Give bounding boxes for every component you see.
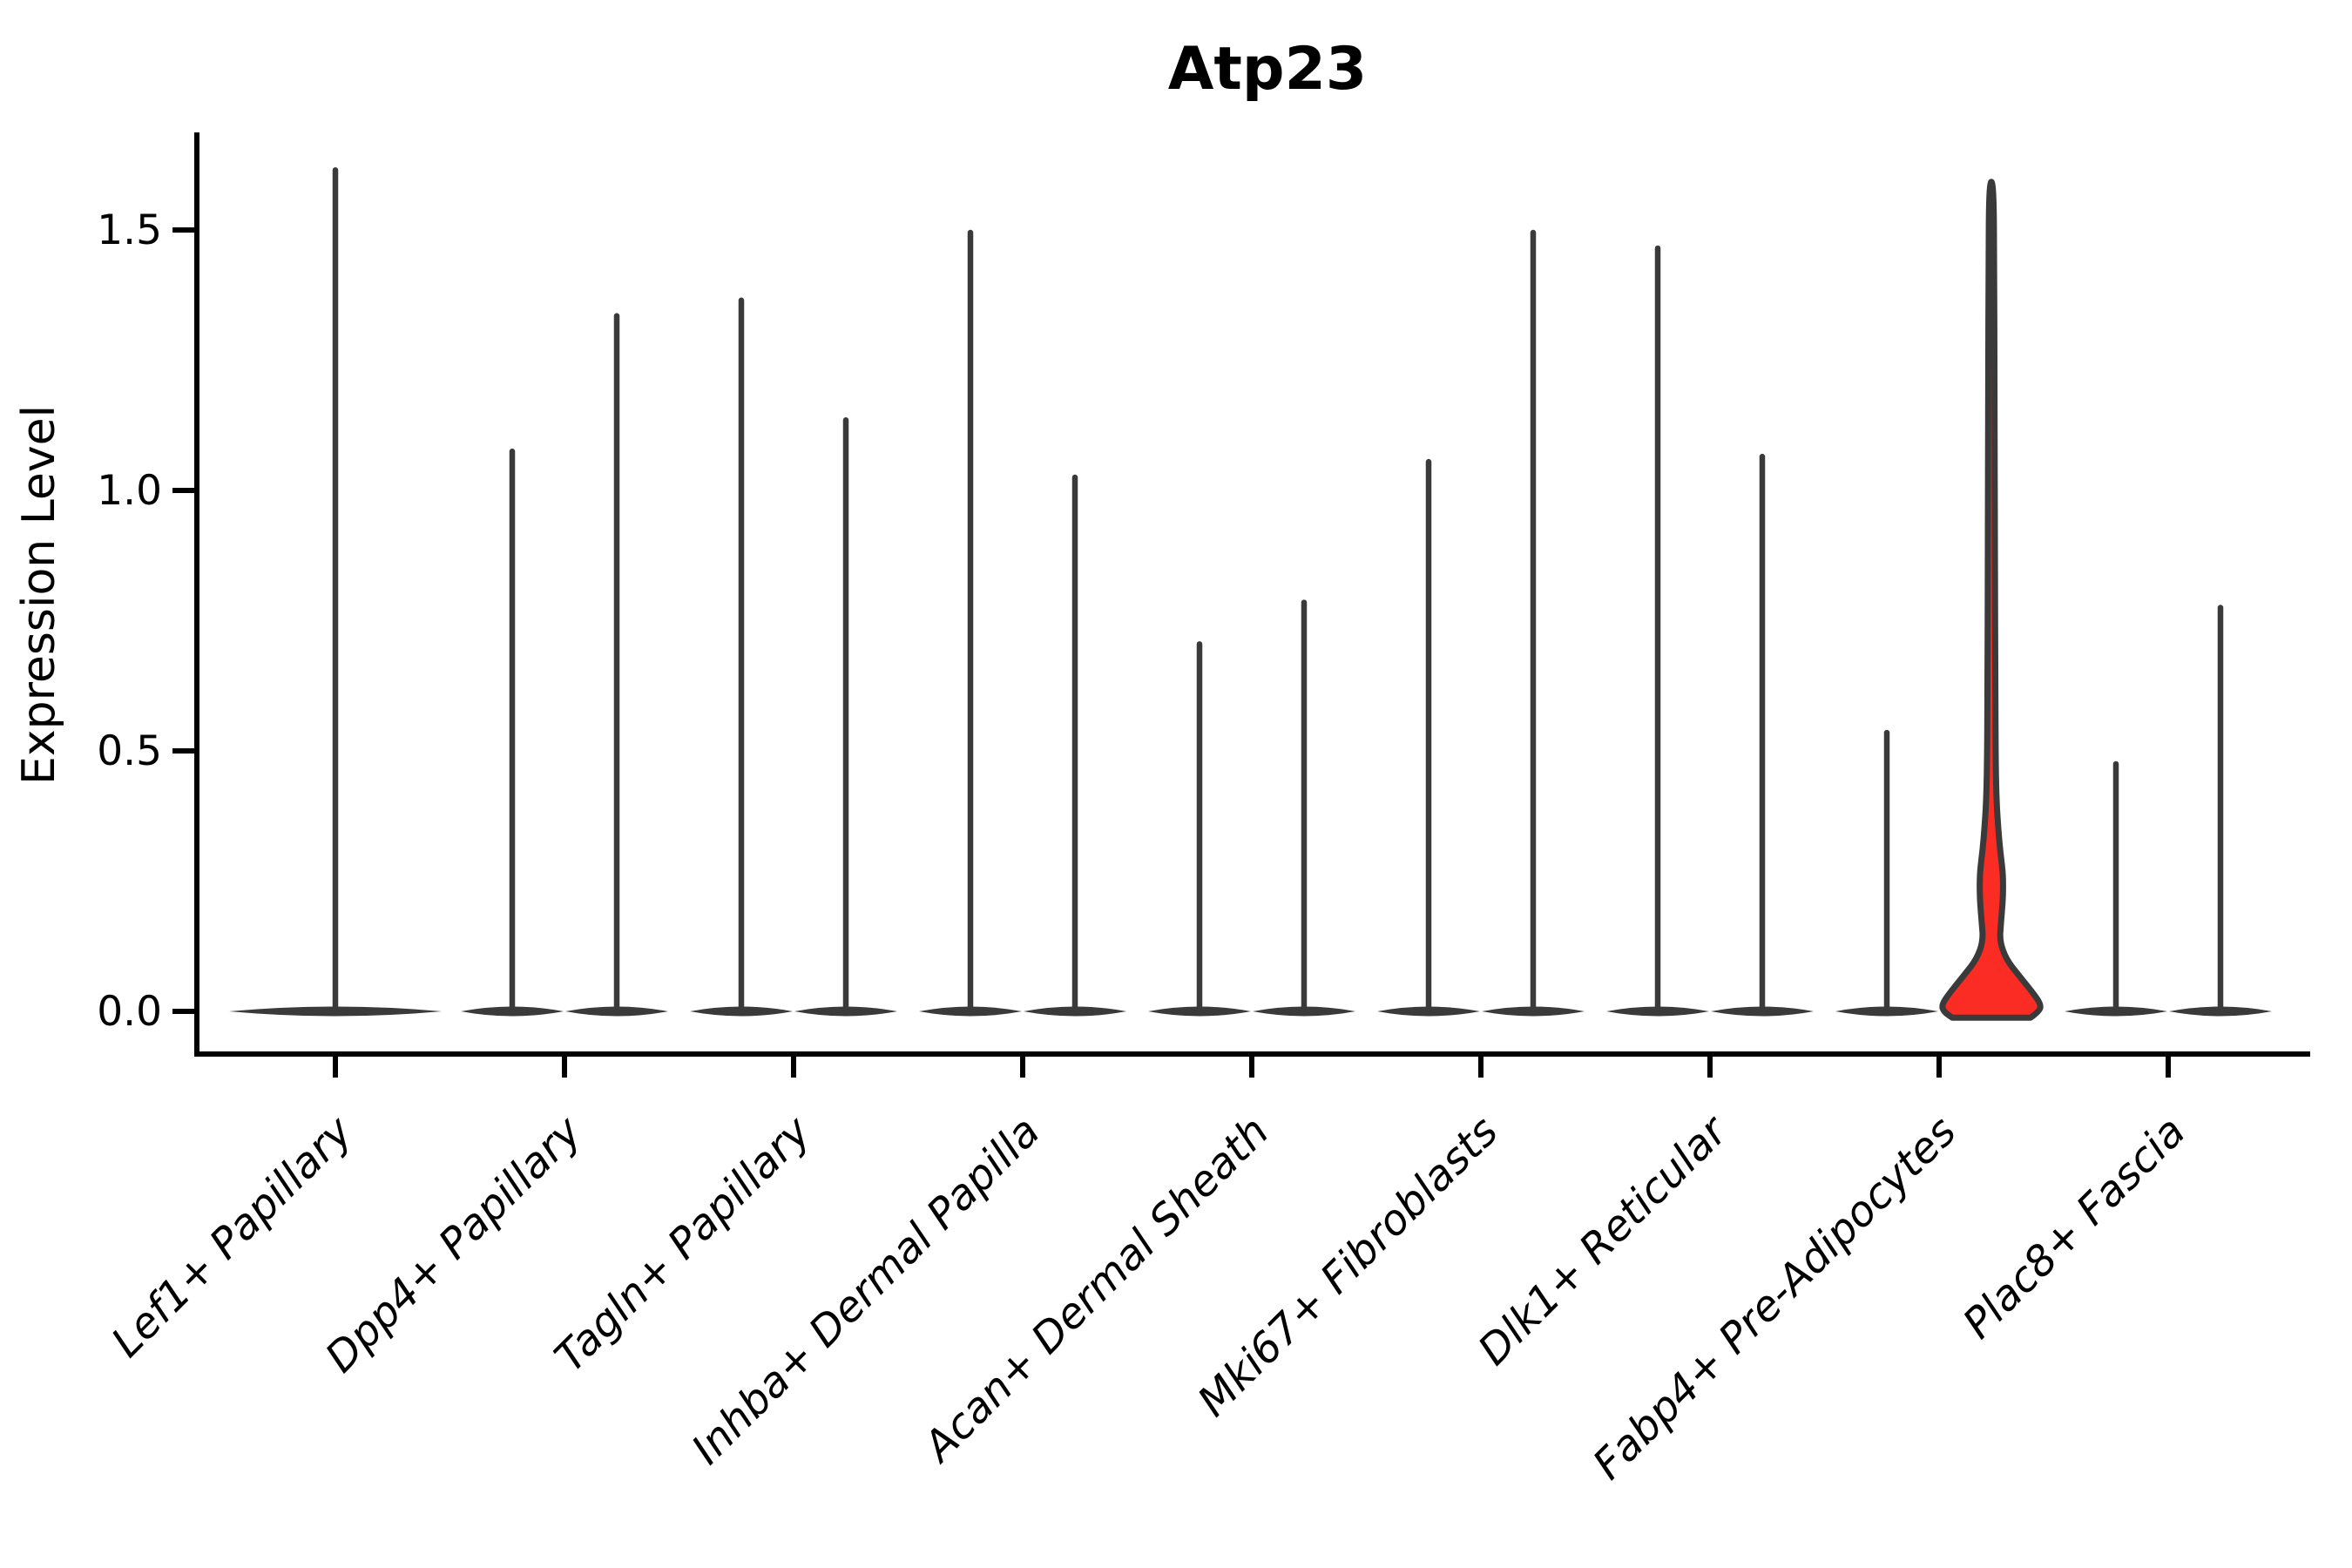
violin-fabp4-pre-adipocytes-left [1835,729,1938,1017]
y-tick-label-0.0: 0.0 [97,988,162,1036]
y-tick-label-0.5: 0.5 [97,727,162,775]
y-tick-label-1.0: 1.0 [97,467,162,515]
y-axis-label: Expression Level [13,405,65,785]
violin-dpp4-papillary-right [565,313,668,1017]
x-tick-label-tagln-papillary: Tagln+ Papillary [545,1106,821,1382]
x-tick-label-fabp4-pre-adipocytes: Fabp4+ Pre-Adipocytes [1584,1107,1966,1490]
violin-acan-dermal-sheath-right [1253,599,1355,1017]
violin-acan-dermal-sheath-left [1148,641,1251,1017]
violin-tagln-papillary-left [690,297,793,1017]
violin-inhba-dermal-papilla-right [1024,474,1126,1017]
violin-plac8-fascia-right [2169,605,2272,1017]
violins-layer [229,166,2272,1021]
violin-dpp4-papillary-left [461,448,564,1017]
x-tick-label-dpp4-papillary: Dpp4+ Papillary [316,1106,591,1382]
violin-fabp4-pre-adipocytes-right [1939,179,2044,1021]
violin-tagln-papillary-right [794,417,897,1017]
chart-title: Atp23 [1168,35,1367,104]
x-tick-label-lef1-papillary: Lef1+ Papillary [102,1106,362,1367]
violin-dlk1-reticular-right [1711,453,1814,1017]
y-tick-label-1.5: 1.5 [97,206,162,254]
violin-dlk1-reticular-left [1606,245,1709,1017]
x-tick-label-plac8-fascia: Plac8+ Fascia [1954,1107,2195,1348]
violin-mki67-fibroblasts-right [1482,229,1585,1017]
highlighted-violin-shape [1939,179,2044,1021]
violin-mki67-fibroblasts-left [1377,458,1480,1017]
x-tick-label-dlk1-reticular: Dlk1+ Reticular [1469,1105,1739,1375]
violin-plac8-fascia-left [2065,760,2167,1017]
violin-inhba-dermal-papilla-left [919,229,1022,1017]
violin-lef1-papillary-center [229,166,442,1017]
